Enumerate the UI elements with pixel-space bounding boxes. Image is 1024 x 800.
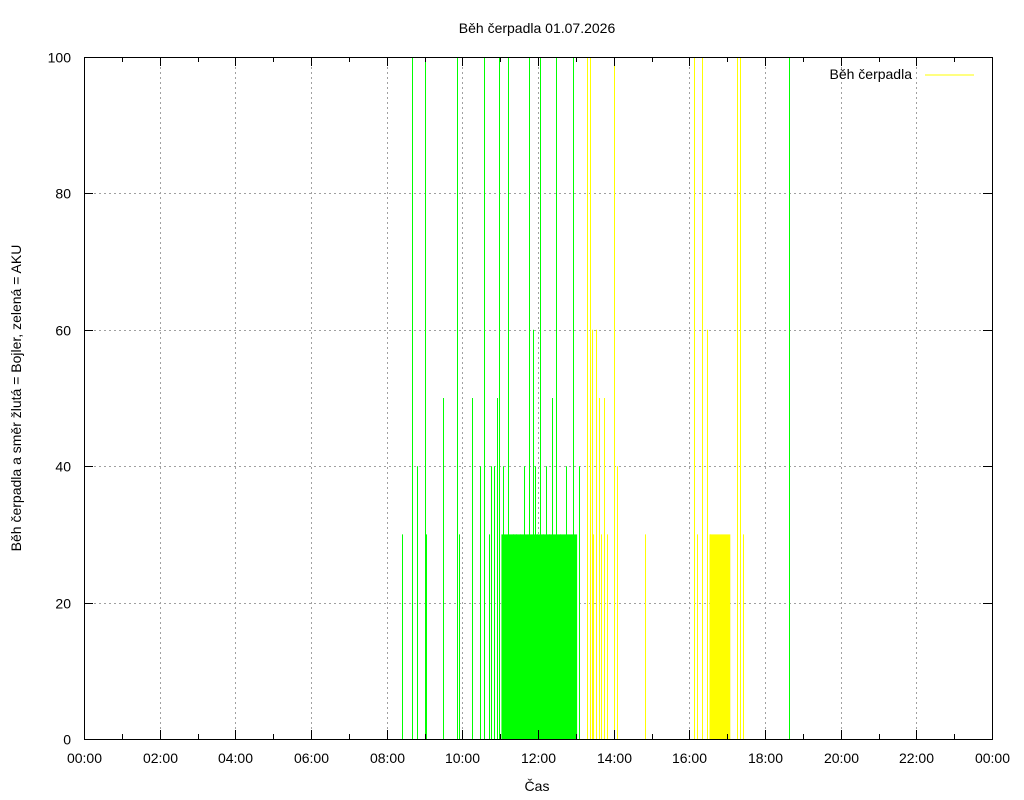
- x-tick-label: 14:00: [597, 750, 632, 766]
- x-tick-label: 06:00: [294, 750, 329, 766]
- x-axis-tick-labels: 00:00 02:00 04:00 06:00 08:00 10:00 12:00 14:00…: [67, 750, 1010, 766]
- y-tick-label: 0: [63, 732, 71, 748]
- axis-ticks: [84, 57, 993, 740]
- y-tick-label: 40: [55, 459, 71, 475]
- legend-label: Běh čerpadla: [829, 66, 912, 82]
- x-tick-label: 22:00: [899, 750, 934, 766]
- run-block: [501, 534, 578, 739]
- x-tick-label: 08:00: [370, 750, 405, 766]
- x-tick-label: 10:00: [445, 750, 480, 766]
- y-tick-label: 20: [55, 596, 71, 612]
- x-tick-label: 00:00: [67, 750, 102, 766]
- y-axis-tick-labels: 0 20 40 60 80 100: [48, 50, 72, 748]
- run-block: [709, 534, 731, 739]
- x-tick-label: 12:00: [521, 750, 556, 766]
- y-tick-label: 100: [48, 50, 72, 66]
- legend: Běh čerpadla: [829, 66, 974, 82]
- x-tick-label: 20:00: [824, 750, 859, 766]
- y-tick-label: 60: [55, 323, 71, 339]
- x-tick-label: 02:00: [143, 750, 178, 766]
- y-tick-label: 80: [55, 186, 71, 202]
- x-tick-label: 16:00: [672, 750, 707, 766]
- y-axis-label: Běh čerpadla a směr žlutá = Bojler, zele…: [8, 245, 24, 552]
- plot-data: [402, 57, 790, 739]
- x-axis-label: Čas: [525, 778, 550, 794]
- chart-title: Běh čerpadla 01.07.2026: [459, 20, 616, 36]
- x-tick-label: 18:00: [748, 750, 783, 766]
- x-tick-label: 04:00: [218, 750, 253, 766]
- x-tick-label: 00:00: [975, 750, 1010, 766]
